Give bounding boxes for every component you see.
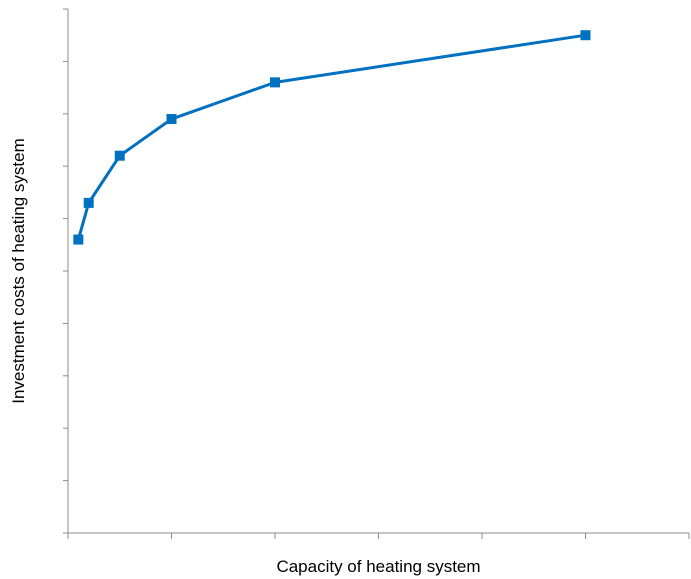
x-axis-ticks — [67, 533, 690, 539]
data-point-marker — [270, 77, 280, 88]
data-point-marker — [166, 114, 177, 125]
y-axis-ticks — [63, 8, 68, 534]
y-axis — [63, 8, 69, 534]
x-axis — [67, 532, 690, 539]
data-point-marker — [73, 234, 84, 245]
series-layer — [73, 30, 591, 245]
series — [73, 30, 591, 245]
y-axis-label: Investment costs of heating system — [9, 138, 28, 404]
data-point-marker — [114, 150, 125, 161]
series-line — [76, 33, 586, 240]
data-point-marker — [580, 30, 591, 41]
data-point-marker — [83, 197, 94, 208]
x-axis-label: Capacity of heating system — [276, 557, 480, 576]
